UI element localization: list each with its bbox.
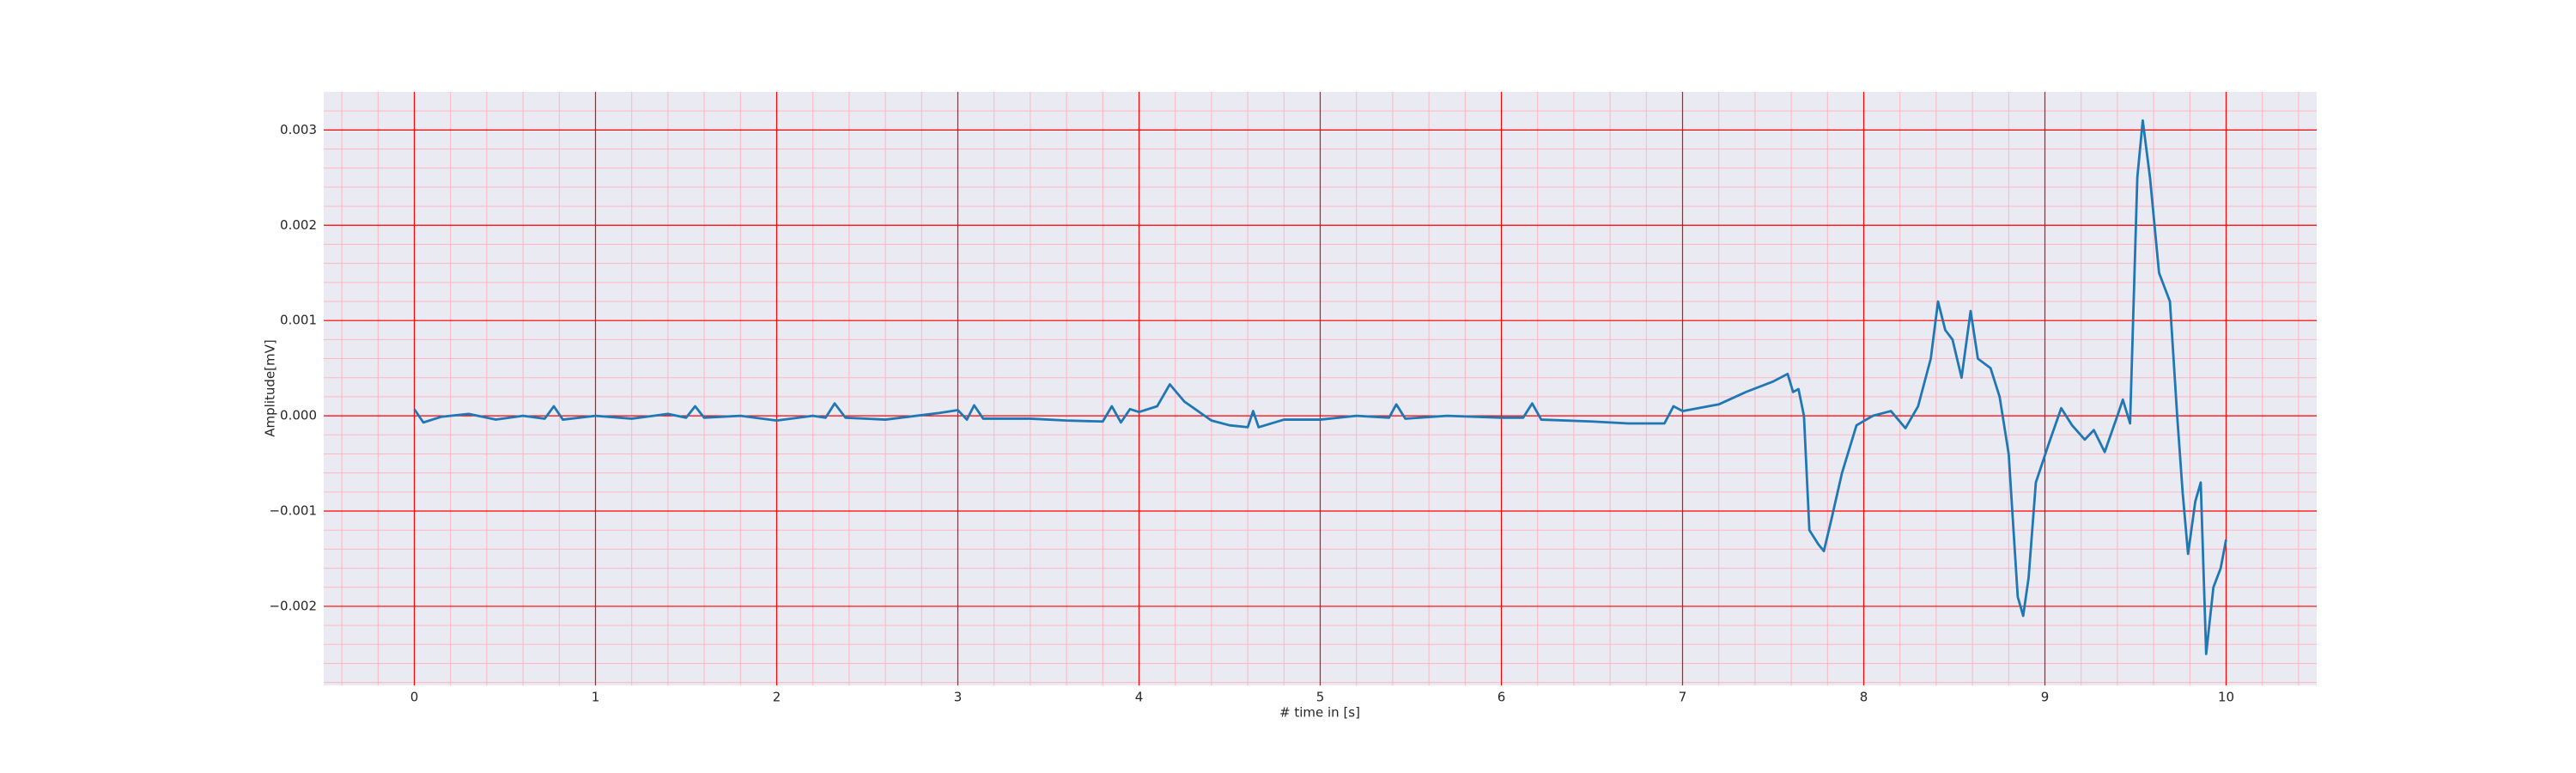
x-tick-label: 2 — [773, 690, 781, 705]
x-tick-label: 6 — [1498, 690, 1506, 705]
x-tick-label: 9 — [2041, 690, 2050, 705]
y-axis-label: Amplitude[mV] — [263, 339, 278, 436]
x-tick-label: 8 — [1860, 690, 1868, 705]
x-tick-label: 5 — [1316, 690, 1325, 705]
x-tick-label: 0 — [410, 690, 419, 705]
y-tick-label: −0.001 — [269, 503, 317, 519]
x-tick-label: 4 — [1135, 690, 1144, 705]
line — [413, 119, 2227, 655]
y-tick-label: 0.001 — [280, 313, 317, 328]
x-tick-label: 3 — [954, 690, 963, 705]
y-tick-label: −0.002 — [269, 598, 317, 613]
y-tick-label: 0.003 — [280, 122, 317, 137]
x-axis-label: # time in [s] — [1279, 705, 1360, 721]
x-tick-label: 10 — [2218, 690, 2234, 705]
y-tick-label: 0.000 — [280, 408, 317, 423]
y-tick-label: 0.002 — [280, 217, 317, 233]
x-tick-label: 1 — [592, 690, 600, 705]
x-tick-label: 7 — [1679, 690, 1687, 705]
